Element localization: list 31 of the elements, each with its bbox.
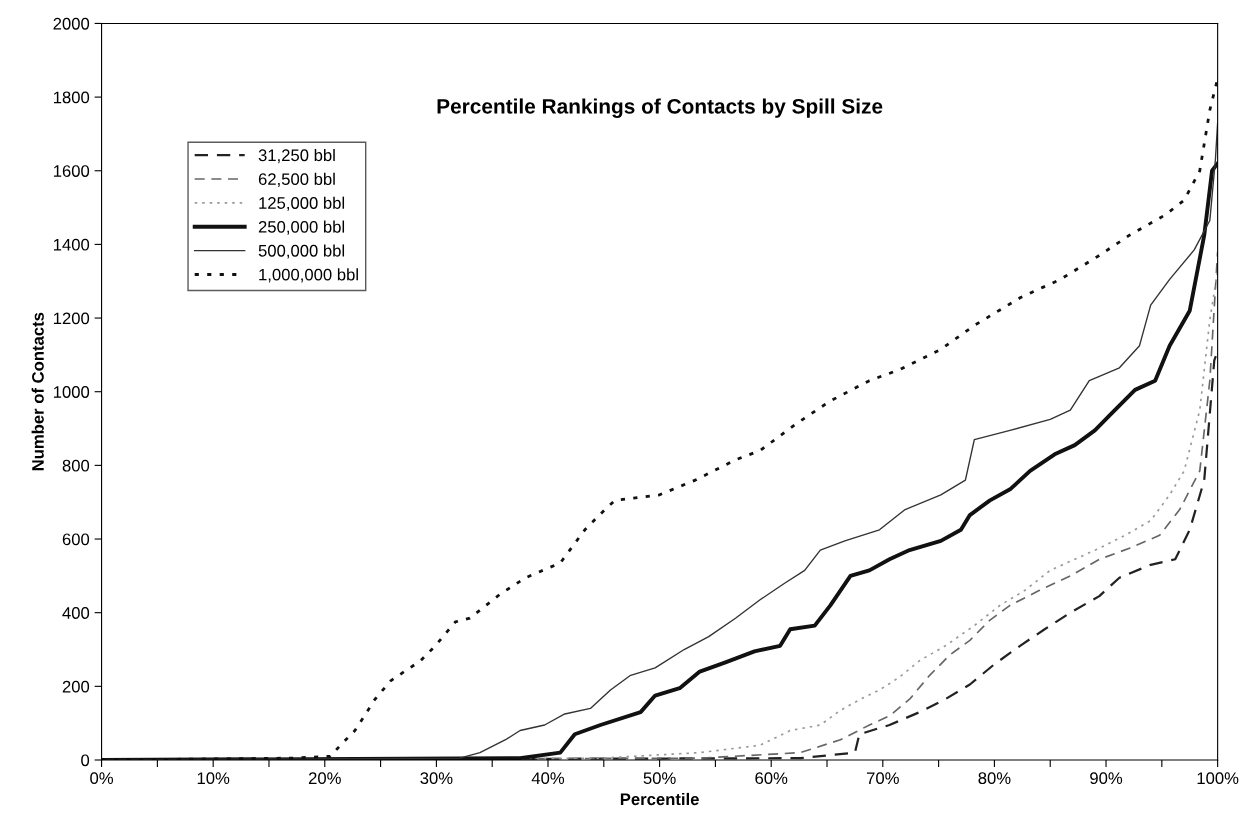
y-tick-label: 1000 [53, 386, 90, 398]
y-tick-label: 0 [81, 754, 90, 767]
x-tick-label: 80% [978, 772, 1011, 785]
y-tick-label: 2000 [53, 17, 90, 30]
x-tick-label: 50% [643, 772, 676, 785]
y-tick-label: 1600 [53, 165, 90, 177]
x-tick-label: 0% [90, 772, 114, 785]
y-tick-label: 1200 [53, 312, 90, 325]
x-axis-title: Percentile [620, 792, 699, 806]
x-tick-label: 20% [308, 772, 341, 785]
x-tick-label: 100% [1197, 772, 1239, 785]
legend-label: 125,000 bbl [259, 196, 345, 211]
x-tick-label: 90% [1090, 772, 1123, 785]
x-tick-label: 10% [197, 772, 230, 785]
legend-label: 1,000,000 bbl [259, 268, 358, 283]
y-tick-label: 600 [62, 533, 90, 546]
y-tick-label: 200 [62, 680, 90, 693]
legend-label: 500,000 bbl [258, 244, 345, 259]
legend-label: 31,250 bbl [258, 148, 335, 164]
text: Percentile Rankings of Contacts by Spill Size [437, 98, 883, 118]
legend-label: 250,000 bbl [258, 220, 345, 235]
y-axis-title: Number of Contacts [31, 312, 44, 471]
y-tick-label: 400 [62, 607, 90, 619]
y-tick-label: 1800 [53, 91, 90, 104]
x-tick-label: 30% [420, 772, 453, 785]
y-tick-label: 800 [62, 459, 90, 472]
x-tick-label: 40% [531, 772, 565, 785]
x-tick-label: 60% [755, 772, 788, 785]
legend-label: 62,500 bbl [258, 172, 335, 187]
y-tick-label: 1400 [53, 238, 90, 251]
x-tick-label: 70% [866, 772, 899, 785]
